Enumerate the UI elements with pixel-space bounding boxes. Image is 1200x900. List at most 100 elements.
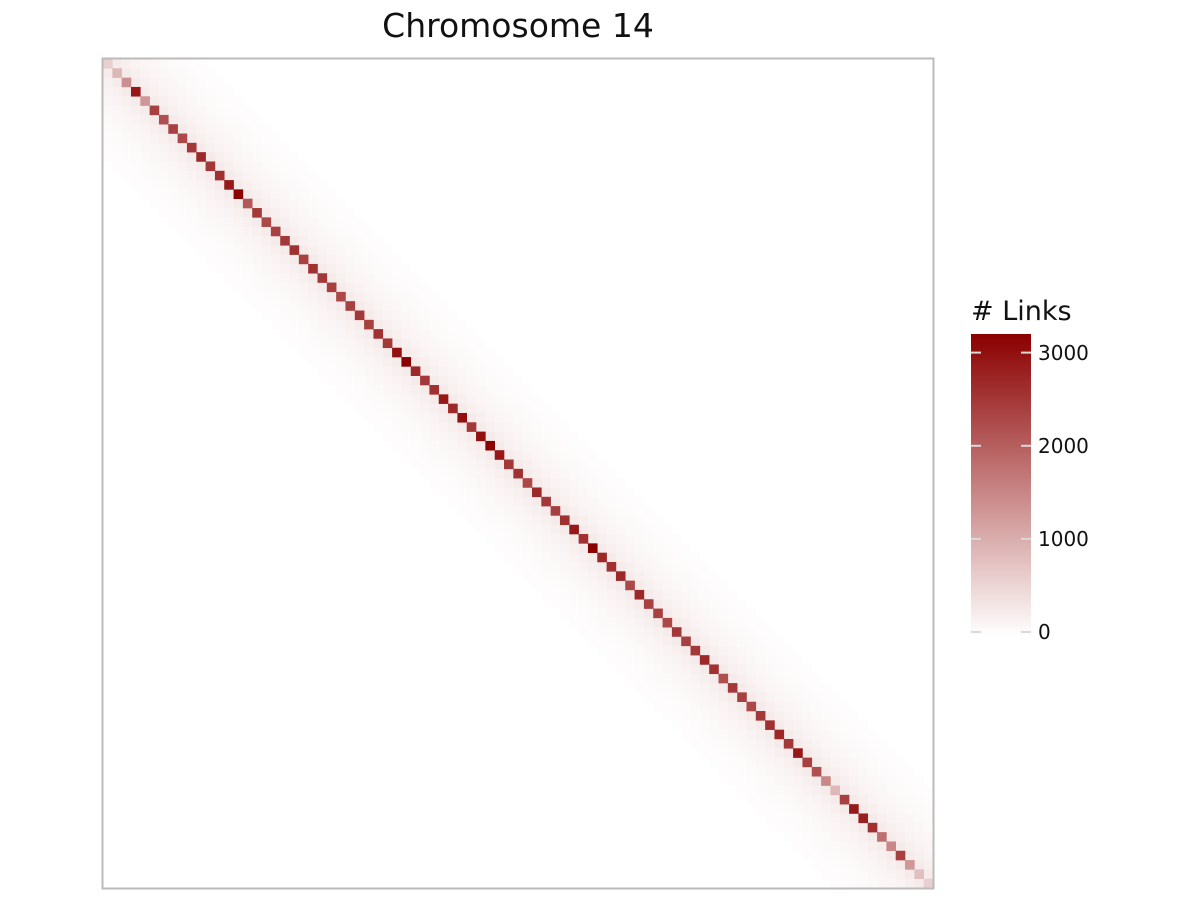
heatmap-cell (923, 813, 934, 824)
heatmap-cell (737, 738, 747, 749)
heatmap-cell (410, 338, 421, 349)
heatmap-diagonal-cell (149, 105, 160, 116)
heatmap-cell (615, 487, 626, 498)
heatmap-cell (643, 617, 654, 628)
heatmap-cell (625, 636, 635, 647)
heatmap-cell (326, 235, 337, 246)
heatmap-cell (746, 645, 757, 656)
heatmap-cell (690, 599, 701, 609)
heatmap-cell (336, 254, 346, 265)
heatmap-cell (494, 524, 505, 535)
heatmap-cell (233, 217, 244, 227)
heatmap-cell (821, 748, 831, 758)
heatmap-cell (364, 310, 374, 321)
heatmap-cell (112, 161, 122, 172)
heatmap-cell (746, 766, 757, 777)
heatmap-cell (457, 319, 468, 330)
heatmap-cell (224, 152, 234, 162)
heatmap-cell (485, 524, 495, 535)
heatmap-cell (877, 776, 887, 786)
heatmap-cell (886, 794, 896, 805)
heatmap-diagonal-cell (709, 664, 719, 675)
heatmap-cell (168, 77, 178, 88)
heatmap-cell (839, 785, 850, 796)
heatmap-cell (774, 655, 785, 665)
heatmap-cell (410, 412, 421, 423)
heatmap-cell (373, 385, 384, 395)
heatmap-cell (830, 720, 841, 730)
heatmap-cell (438, 422, 449, 432)
heatmap-cell (923, 869, 934, 879)
heatmap-cell (597, 599, 607, 609)
heatmap-cell (242, 161, 253, 172)
heatmap-cell (392, 366, 402, 376)
heatmap-cell (373, 263, 384, 274)
heatmap-cell (597, 487, 607, 498)
heatmap-cell (233, 142, 244, 153)
legend-tick-label: 1000 (1038, 526, 1089, 551)
heatmap-cell (280, 189, 290, 200)
heatmap-cell (858, 869, 869, 879)
heatmap-cell (298, 291, 309, 302)
heatmap-cell (205, 68, 216, 78)
heatmap-cell (494, 515, 505, 526)
heatmap-cell (615, 552, 626, 563)
heatmap-cell (662, 524, 673, 535)
heatmap-cell (336, 263, 346, 274)
heatmap-diagonal-cell (905, 860, 915, 870)
heatmap-cell (765, 794, 775, 805)
heatmap-cell (261, 142, 272, 153)
heatmap-cell (494, 357, 505, 367)
heatmap-cell (168, 189, 178, 200)
heatmap-cell (662, 673, 673, 684)
heatmap-cell (895, 878, 906, 889)
heatmap-cell (121, 133, 132, 144)
heatmap-diagonal-cell (130, 86, 141, 97)
heatmap-cell (177, 68, 188, 78)
heatmap-cell (364, 263, 374, 274)
heatmap-cell (550, 589, 561, 600)
heatmap-cell (345, 208, 356, 218)
heatmap-cell (886, 850, 896, 861)
heatmap-cell (643, 608, 654, 619)
heatmap-cell (149, 180, 160, 190)
heatmap-cell (298, 235, 309, 246)
heatmap-diagonal-cell (513, 468, 523, 479)
heatmap-cell (755, 804, 766, 814)
heatmap-cell (373, 291, 384, 302)
heatmap-cell (802, 748, 813, 758)
heatmap-cell (345, 273, 356, 283)
heatmap-cell (448, 375, 458, 386)
heatmap-cell (336, 347, 346, 358)
heatmap-cell (830, 832, 841, 842)
heatmap-cell (252, 142, 262, 153)
heatmap-cell (634, 543, 645, 553)
heatmap-cell (746, 776, 757, 786)
heatmap-cell (112, 152, 122, 162)
heatmap-cell (671, 711, 682, 721)
heatmap-cell (755, 636, 766, 647)
heatmap-cell (606, 608, 617, 619)
heatmap-cell (504, 422, 514, 432)
heatmap-cell (177, 161, 188, 172)
heatmap-cell (448, 394, 458, 404)
heatmap-cell (289, 161, 300, 172)
heatmap-cell (448, 487, 458, 498)
heatmap-diagonal-cell (783, 738, 794, 749)
heatmap-cell (811, 720, 822, 730)
heatmap-cell (830, 776, 841, 786)
heatmap-cell (485, 385, 495, 395)
heatmap-cell (541, 534, 551, 544)
heatmap-cell (252, 245, 262, 255)
heatmap-diagonal-cell (559, 515, 570, 526)
heatmap-cell (485, 515, 495, 526)
heatmap-cell (774, 738, 785, 749)
heatmap-cell (849, 869, 859, 879)
heatmap-cell (242, 273, 253, 283)
heatmap-cell (550, 580, 561, 591)
heatmap-cell (382, 319, 393, 330)
heatmap-cell (438, 431, 449, 442)
heatmap-cell (559, 524, 570, 535)
heatmap-cell (466, 347, 477, 358)
heatmap-cell (737, 785, 747, 796)
